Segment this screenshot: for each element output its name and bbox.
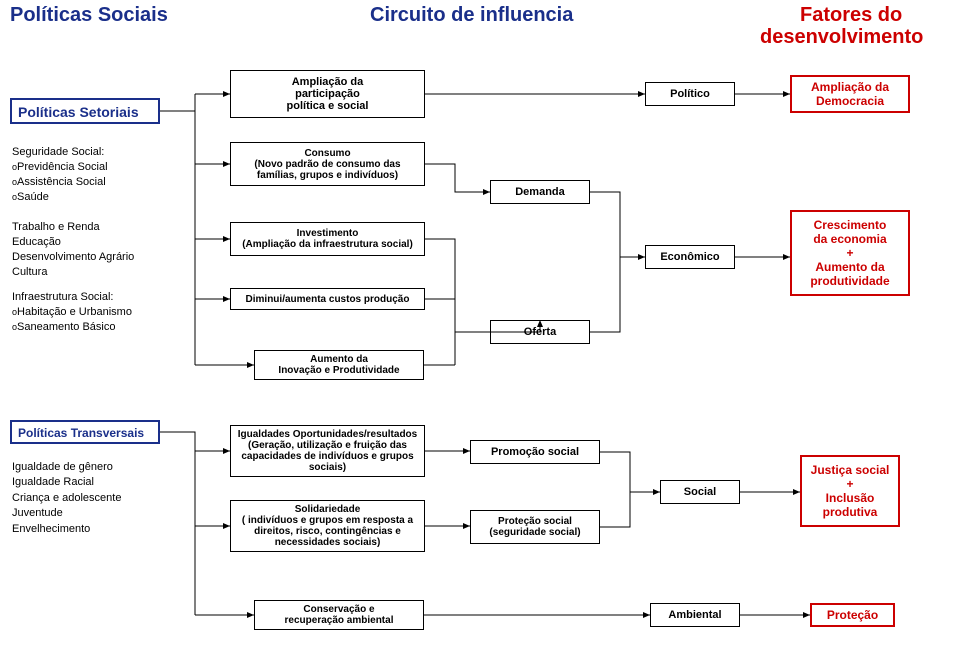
politico-box: Político — [645, 82, 735, 106]
header-center: Circuito de influencia — [370, 4, 573, 27]
demanda-box: Demanda — [490, 180, 590, 204]
protecao-outcome-box: Proteção — [810, 603, 895, 627]
democracia-box: Ampliação da Democracia — [790, 75, 910, 113]
header-right1: Fatores do — [800, 4, 902, 27]
politicas-setoriais-box: Políticas Setoriais — [10, 98, 160, 124]
ambiental-box: Ambiental — [650, 603, 740, 627]
label: Políticas Setoriais — [18, 104, 139, 120]
economico-box: Econômico — [645, 245, 735, 269]
label: Políticas Transversais — [18, 426, 144, 440]
justica-box: Justiça social + Inclusão produtiva — [800, 455, 900, 527]
infra-block: Infraestrutura Social: oHabitação e Urba… — [12, 290, 132, 335]
header-left: Políticas Sociais — [10, 4, 168, 27]
diminui-box: Diminui/aumenta custos produção — [230, 288, 425, 310]
transversais-list: Igualdade de gênero Igualdade Racial Cri… — [12, 460, 121, 537]
investimento-box: Investimento (Ampliação da infraestrutur… — [230, 222, 425, 256]
conservacao-box: Conservação e recuperação ambiental — [254, 600, 424, 630]
social-box: Social — [660, 480, 740, 504]
promocao-box: Promoção social — [470, 440, 600, 464]
inovacao-box: Aumento da Inovação e Produtividade — [254, 350, 424, 380]
consumo-box: Consumo (Novo padrão de consumo das famí… — [230, 142, 425, 186]
igualdades-box: Igualdades Oportunidades/resultados (Ger… — [230, 425, 425, 477]
oferta-box: Oferta — [490, 320, 590, 344]
protecao-box: Proteção social (seguridade social) — [470, 510, 600, 544]
header-right2: desenvolvimento — [760, 26, 923, 49]
crescimento-box: Crescimento da economia + Aumento da pro… — [790, 210, 910, 296]
trabalho-block: Trabalho e Renda Educação Desenvolviment… — [12, 220, 134, 279]
ampliacao-participacao-box: Ampliação da participação política e soc… — [230, 70, 425, 118]
solidariedade-box: Solidariedade ( indivíduos e grupos em r… — [230, 500, 425, 552]
politicas-transversais-box: Políticas Transversais — [10, 420, 160, 444]
seguridade-block: Seguridade Social: oPrevidência Social o… — [12, 145, 108, 204]
